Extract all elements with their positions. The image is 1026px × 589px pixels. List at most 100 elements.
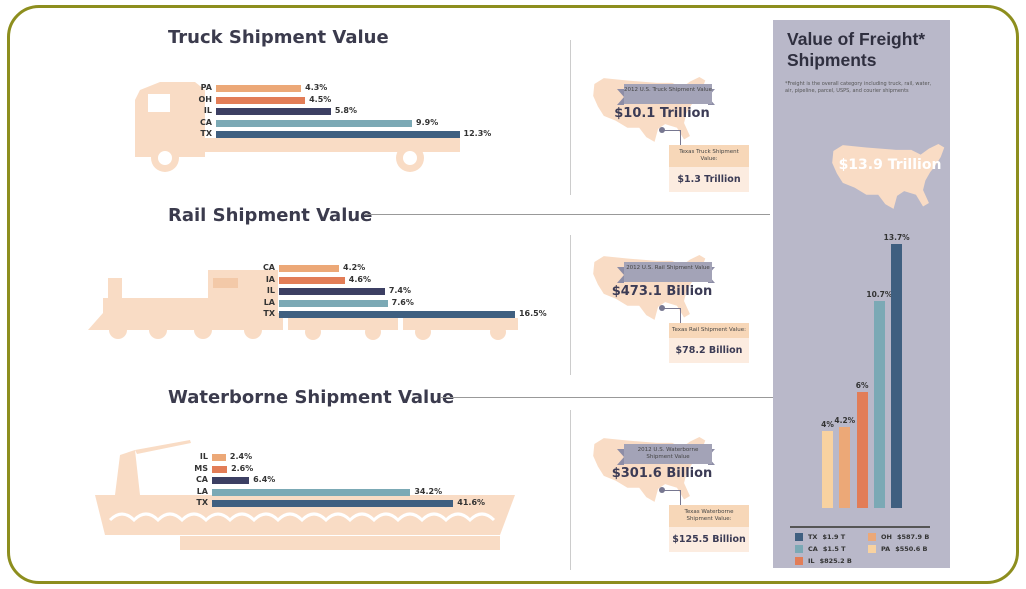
legend-item: IL $825.2 B: [795, 557, 852, 565]
freight-bar: [822, 430, 833, 508]
bar-value: 6.4%: [253, 475, 276, 484]
connector: [680, 490, 681, 505]
bar-value: 4.6%: [348, 274, 371, 284]
divider: [570, 410, 571, 570]
rail-title: Rail Shipment Value: [168, 205, 373, 226]
texas-box: Texas Waterborne Shipment Value: $125.5 B…: [669, 505, 749, 552]
bar-label: TX: [196, 498, 208, 507]
legend-state: OH: [881, 533, 892, 541]
bar-value: 5.8%: [334, 106, 358, 115]
connector-dot: [659, 127, 665, 133]
panel-title: Value of Freight* Shipments: [787, 29, 926, 70]
texas-box: Texas Truck Shipment Value: $1.3 Trillion: [669, 145, 749, 192]
bar: [279, 276, 345, 284]
texas-value: $1.3 Trillion: [669, 167, 749, 192]
freight-bar: [873, 301, 885, 508]
bar-value: 7.4%: [388, 286, 411, 295]
freight-bar-value: 6%: [855, 381, 869, 391]
texas-label: Texas Rail Shipment Value:: [669, 323, 749, 338]
texas-value: $78.2 Billion: [669, 338, 749, 363]
bar: [216, 85, 302, 92]
legend-item: CA $1.5 T: [795, 545, 846, 553]
freight-bar: [856, 392, 868, 508]
legend-value: $550.6 B: [895, 545, 928, 553]
ribbon-label: 2012 U.S. Waterborne Shipment Value: [624, 444, 712, 464]
texas-label: Texas Truck Shipment Value:: [669, 145, 749, 167]
panel-footnote: *Freight is the overall category includi…: [785, 81, 932, 94]
bar-value: 16.5%: [518, 309, 547, 318]
freight-bar-value: 4%: [821, 419, 834, 429]
truck-title: Truck Shipment Value: [168, 27, 389, 48]
us-map: [832, 143, 945, 209]
bar-label: CA: [195, 475, 208, 484]
legend-value: $587.9 B: [896, 533, 930, 541]
texas-value: $125.5 Billion: [669, 527, 749, 552]
bar: [279, 288, 385, 295]
ribbon-label: 2012 U.S. Truck Shipment Value: [624, 84, 712, 104]
freight-panel: Value of Freight* Shipments *Freight is …: [773, 20, 950, 568]
legend-swatch: [868, 545, 876, 553]
connector-dot: [659, 487, 665, 493]
divider: [440, 397, 773, 398]
texas-box: Texas Rail Shipment Value: $78.2 Billion: [669, 323, 749, 363]
ribbon-tail: [617, 449, 624, 465]
waterborne-title: Waterborne Shipment Value: [168, 387, 455, 408]
us-shipment-value: $10.1 Trillion: [614, 106, 710, 121]
bar-label: PA: [200, 83, 212, 92]
legend-swatch: [868, 533, 876, 541]
texas-label: Texas Waterborne Shipment Value:: [669, 505, 749, 527]
bar: [216, 131, 460, 138]
bar-label: IL: [266, 286, 275, 295]
bar-label: CA: [262, 263, 275, 272]
bar-label: TX: [200, 129, 212, 138]
legend-item: TX $1.9 T: [795, 533, 845, 541]
connector: [680, 308, 681, 323]
bar-label: IL: [199, 452, 208, 461]
freight-bar-value: 10.7%: [866, 290, 893, 300]
legend-state: CA: [808, 545, 818, 553]
freight-bar-value: 13.7%: [883, 232, 910, 242]
connector: [680, 130, 681, 145]
connector: [662, 130, 680, 131]
us-shipment-value: $301.6 Billion: [611, 466, 713, 481]
bar-label: IA: [265, 274, 275, 284]
connector: [662, 490, 680, 491]
bar-label: IL: [203, 106, 212, 115]
connector: [662, 308, 680, 309]
bar-value: 12.3%: [463, 129, 492, 138]
bar-label: TX: [263, 309, 275, 318]
bar-label: LA: [263, 297, 275, 307]
divider: [570, 40, 571, 195]
bar-value: 34.2%: [414, 486, 443, 496]
bar-value: 9.9%: [416, 117, 439, 127]
bar: [212, 477, 250, 484]
divider: [365, 214, 770, 215]
bar-label: OH: [198, 94, 213, 104]
freight-bar: [839, 426, 851, 508]
baseline: [790, 526, 930, 528]
truck-illustration: [135, 82, 460, 172]
ribbon-label: 2012 U.S. Rail Shipment Value: [624, 262, 712, 282]
legend-swatch: [795, 533, 803, 541]
legend-item: PA $550.6 B: [868, 545, 928, 553]
bar: [216, 119, 413, 127]
bar: [212, 500, 454, 507]
bar-value: 4.3%: [305, 83, 328, 92]
bar: [216, 108, 331, 115]
bar: [212, 454, 226, 461]
legend-value: $825.2 B: [819, 557, 852, 565]
us-shipment-value: $473.1 Billion: [611, 284, 713, 299]
bar-value: 41.6%: [457, 498, 486, 507]
train-illustration: [88, 270, 518, 340]
legend-state: IL: [808, 557, 815, 565]
bar-value: 4.5%: [309, 94, 332, 104]
legend-state: TX: [808, 533, 818, 541]
panel-header: Value of Freight* Shipments *Freight is …: [785, 29, 947, 95]
legend-swatch: [795, 545, 803, 553]
legend-swatch: [795, 557, 803, 565]
divider: [570, 235, 571, 375]
bar: [279, 299, 388, 307]
bar: [216, 96, 306, 104]
bar-label: MS: [194, 463, 208, 473]
freight-bar: [891, 243, 903, 508]
